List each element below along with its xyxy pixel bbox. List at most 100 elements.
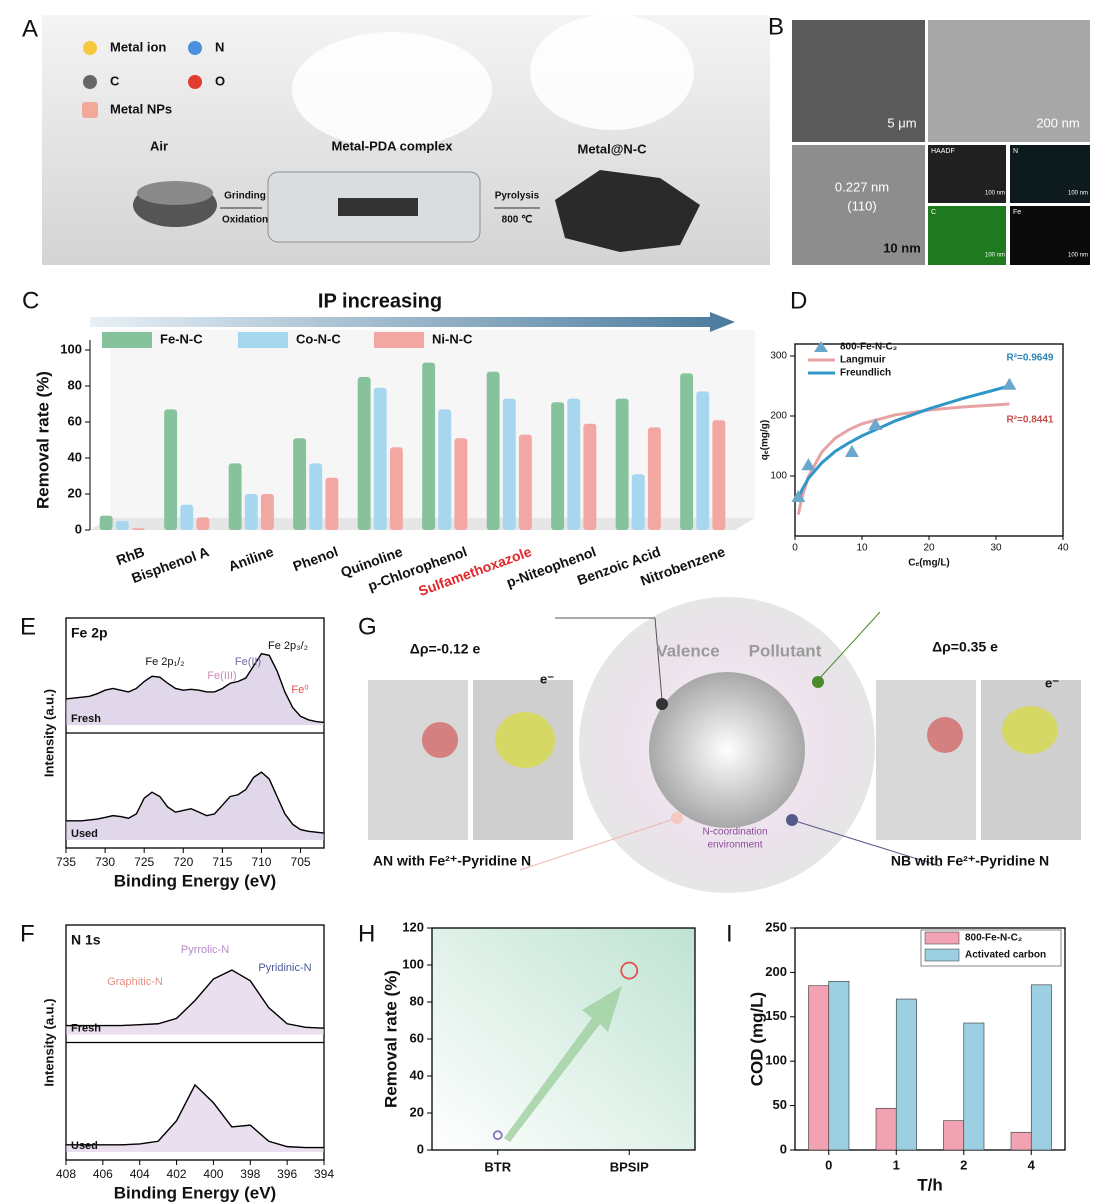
bar (696, 391, 710, 530)
x-tick-label: 20 (923, 543, 935, 554)
legend-label: Metal NPs (110, 101, 172, 116)
bar (680, 373, 694, 530)
bar (244, 494, 258, 530)
legend-swatch (924, 931, 960, 945)
legend-dot (82, 102, 98, 118)
x-tick-label: 404 (130, 1167, 150, 1181)
legend-label: O (215, 73, 225, 88)
x-tick-label: 30 (990, 543, 1002, 554)
y-tick-label: 20 (68, 485, 82, 500)
data-point (791, 490, 806, 502)
banner-arrow (90, 312, 735, 332)
charge-image (981, 680, 1081, 840)
x-tick-label: 40 (1057, 543, 1069, 554)
mortar (137, 181, 213, 205)
molecule (927, 717, 963, 753)
x-tick-label: 398 (240, 1167, 260, 1181)
data-point (492, 1130, 503, 1141)
bar (828, 980, 850, 1151)
bar (1030, 984, 1052, 1151)
y-tick-label: 40 (410, 1067, 424, 1082)
x-tick-label: 408 (56, 1167, 76, 1181)
node-label: Valence (656, 641, 719, 660)
y-tick-label: 100 (765, 1053, 787, 1068)
y-tick-label: 200 (765, 964, 787, 979)
x-tick-label: 10 (856, 543, 868, 554)
connector (817, 611, 881, 681)
connector (519, 817, 678, 871)
x-tick-label: 406 (93, 1167, 113, 1181)
peak-fill (66, 772, 324, 840)
x-tick-label: 715 (212, 855, 232, 869)
bar (131, 528, 145, 530)
bar (631, 474, 645, 530)
bar (196, 517, 210, 530)
bar (357, 377, 371, 530)
data-point (801, 458, 816, 471)
x-tick-label: 705 (291, 855, 311, 869)
legend-dot (83, 75, 97, 89)
bar (99, 515, 113, 530)
x-tick-label: 396 (277, 1167, 297, 1181)
legend-label: Langmuir (840, 355, 886, 366)
bar (115, 521, 129, 530)
environment-label: environment (707, 840, 762, 851)
x-tick-label: 402 (167, 1167, 187, 1181)
envelope-line (66, 969, 325, 1029)
panel-title: N 1s (71, 932, 101, 948)
legend-label: Activated carbon (965, 950, 1046, 961)
node-label: Pollutant (749, 641, 822, 660)
x-tick-label: 0 (792, 543, 798, 554)
connector (654, 617, 663, 701)
caption: NB with Fe²⁺-Pyridine N (891, 853, 1049, 869)
bar (808, 985, 830, 1151)
annotation: Air (150, 138, 168, 153)
trend-arrow (504, 986, 622, 1142)
legend-dot (188, 75, 202, 89)
bar (309, 463, 323, 530)
scale-bar-label: 5 μm (887, 115, 916, 130)
bar (895, 998, 917, 1151)
map-label: C (931, 209, 936, 216)
y-tick-label: 20 (410, 1104, 424, 1119)
banner: IP increasing (318, 290, 442, 312)
plot-background (432, 928, 695, 1150)
y-tick-label: 100 (770, 471, 787, 482)
y-axis-label: Removal rate (%) (381, 970, 400, 1108)
bar (373, 387, 387, 530)
x-tick-label: 735 (56, 855, 76, 869)
x-tick-label: 725 (134, 855, 154, 869)
x-tick-label: RhB (114, 543, 147, 568)
bar (293, 438, 307, 530)
y-tick-label: 100 (402, 956, 424, 971)
y-axis-label: qₑ(mg/g) (760, 420, 771, 460)
data-point (620, 961, 639, 980)
molecule-glow (292, 32, 492, 148)
panel-letter: B (768, 13, 784, 40)
map-scale: 100 nm (985, 253, 1005, 259)
step-label: 800 ℃ (502, 215, 533, 226)
legend-swatch (374, 332, 424, 348)
step-label: Oxidation (222, 215, 268, 226)
annotation: Pyridinic-N (258, 962, 311, 974)
annotation: Pyrrolic-N (181, 944, 229, 956)
y-tick-label: 0 (780, 1141, 787, 1156)
connector (791, 819, 941, 867)
legend-label: Co-N-C (296, 331, 341, 346)
panel-letter: E (20, 613, 36, 640)
x-tick-label: 1 (893, 1157, 900, 1172)
charge-label: Δρ=0.35 e (932, 639, 998, 655)
x-axis-label: Binding Energy (eV) (114, 871, 276, 890)
bar (228, 463, 242, 530)
bar (943, 1120, 965, 1151)
sample (338, 198, 418, 216)
legend-dot (83, 41, 97, 55)
bar (454, 438, 468, 530)
x-axis-label: T/h (917, 1175, 943, 1194)
annotation: Metal-PDA complex (332, 138, 454, 153)
haadf-map (928, 145, 1006, 203)
caption: AN with Fe²⁺-Pyridine N (373, 853, 531, 869)
annotation: Graphitic-N (107, 976, 163, 988)
legend-swatch (238, 332, 288, 348)
x-tick-label: 0 (825, 1157, 832, 1172)
